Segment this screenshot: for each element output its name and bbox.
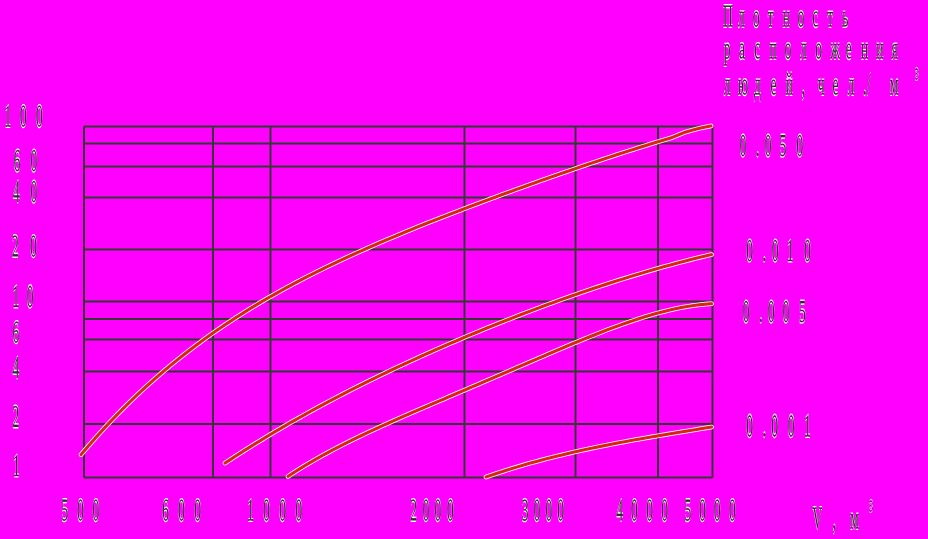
svg-text:3: 3 (915, 62, 919, 82)
svg-text:2: 2 (13, 398, 20, 433)
svg-text:4: 4 (13, 349, 20, 384)
svg-text:2: 2 (13, 400, 20, 435)
svg-text:600: 600 (162, 493, 201, 528)
svg-text:500: 500 (62, 491, 100, 526)
svg-text:3: 3 (915, 65, 919, 85)
svg-text:V,м: V,м (813, 499, 859, 534)
svg-text:6: 6 (12, 317, 19, 352)
svg-text:4: 4 (12, 352, 19, 387)
svg-text:100: 100 (5, 99, 43, 134)
svg-text:3: 3 (869, 498, 873, 518)
svg-text:4: 4 (13, 351, 20, 386)
svg-text:2: 2 (12, 401, 19, 436)
svg-text:1: 1 (13, 447, 20, 482)
svg-text:600: 600 (162, 491, 201, 526)
svg-text:600: 600 (162, 495, 201, 530)
svg-text:6: 6 (13, 313, 20, 348)
svg-text:100: 100 (4, 101, 42, 136)
svg-text:3: 3 (869, 494, 873, 514)
svg-text:1: 1 (13, 450, 20, 485)
svg-text:500: 500 (61, 493, 99, 528)
svg-text:V,м: V,м (813, 501, 859, 536)
svg-text:3: 3 (915, 64, 919, 84)
svg-text:500: 500 (61, 495, 99, 530)
svg-text:1: 1 (13, 449, 20, 484)
svg-text:Плотность: Плотность (723, 0, 848, 34)
svg-text:Плотность: Плотность (723, 0, 848, 33)
svg-text:100: 100 (5, 98, 43, 133)
svg-text:V,м: V,м (812, 503, 858, 538)
svg-text:Плотность: Плотность (723, 1, 848, 36)
svg-text:3: 3 (869, 496, 873, 516)
svg-text:6: 6 (13, 315, 20, 350)
